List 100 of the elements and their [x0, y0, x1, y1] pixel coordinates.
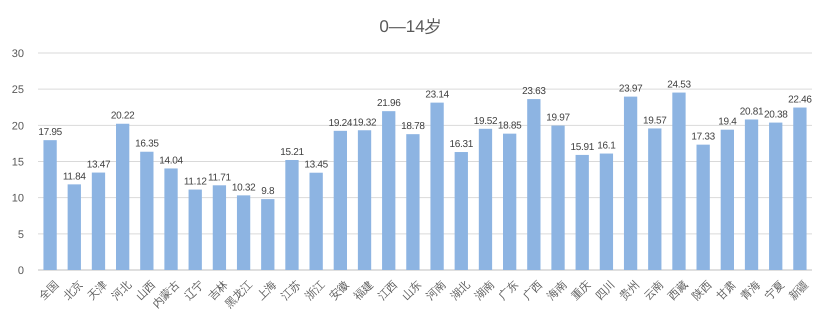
x-tick-label: 青海: [738, 278, 763, 303]
y-tick-label: 10: [12, 192, 24, 205]
bar: [285, 160, 299, 270]
data-label: 13.47: [86, 160, 111, 171]
x-tick-label: 宁夏: [762, 278, 787, 303]
bar: [527, 99, 540, 270]
bar: [648, 128, 662, 270]
y-tick-label: 25: [12, 84, 24, 96]
x-tick-label: 浙江: [302, 278, 328, 303]
x-tick-label: 安徽: [326, 278, 352, 303]
bar: [672, 92, 686, 270]
x-tick-label: 河南: [424, 278, 448, 303]
x-tick-label: 陕西: [690, 278, 714, 303]
bar: [382, 111, 396, 270]
x-tick-label: 广西: [520, 278, 546, 303]
data-label: 11.71: [208, 172, 232, 184]
x-tick-label: 新疆: [786, 278, 812, 303]
data-label: 11.12: [184, 176, 208, 188]
x-tick-label: 北京: [60, 278, 86, 303]
bar: [188, 190, 202, 270]
x-tick-label: 广东: [496, 278, 521, 303]
x-tick-label: 江西: [376, 278, 400, 303]
data-label: 10.32: [232, 182, 256, 194]
bar: [696, 144, 710, 270]
data-label: 18.78: [401, 121, 426, 132]
bar: [236, 195, 250, 270]
data-label: 18.85: [498, 120, 522, 132]
x-tick-label: 河北: [109, 278, 134, 303]
bar: [744, 119, 758, 270]
bar: [212, 185, 226, 270]
bar: [140, 152, 154, 270]
bar: [769, 122, 782, 270]
data-label: 19.24: [328, 118, 353, 129]
data-label: 16.35: [135, 138, 160, 150]
y-tick-label: 20: [12, 120, 24, 132]
chart-title: 0—14岁: [379, 17, 442, 36]
data-label: 23.14: [425, 90, 450, 101]
data-label: 14.04: [159, 155, 184, 166]
x-tick-label: 天津: [84, 278, 110, 303]
bar: [600, 154, 614, 270]
data-label: 23.97: [618, 84, 644, 95]
data-label: 21.96: [376, 98, 402, 110]
x-tick-label: 贵州: [617, 278, 642, 303]
x-tick-label: 湖南: [472, 278, 497, 303]
x-tick-label: 福建: [350, 278, 376, 303]
bar: [576, 154, 589, 270]
data-label: 9.8: [261, 186, 276, 198]
bar: [92, 172, 106, 270]
data-label: 15.21: [280, 146, 304, 158]
y-tick-label: 0: [18, 265, 24, 277]
x-tick-label: 江苏: [278, 278, 304, 303]
data-label: 22.46: [788, 94, 812, 106]
data-label: 20.38: [764, 110, 788, 121]
x-tick-label: 山东: [399, 278, 424, 303]
bar: [406, 134, 420, 270]
bar: [310, 172, 323, 270]
data-label: 17.95: [38, 127, 63, 138]
bar: [454, 152, 468, 270]
bar: [164, 168, 178, 270]
x-tick-label: 西藏: [665, 278, 690, 303]
data-label: 16.1: [597, 140, 616, 152]
data-label: 17.33: [691, 132, 716, 143]
y-tick-label: 30: [12, 48, 24, 60]
x-tick-label: 全国: [37, 278, 62, 303]
x-tick-label: 辽宁: [182, 278, 206, 303]
x-tick-label: 上海: [254, 278, 279, 303]
x-tick-label: 甘肃: [714, 278, 739, 303]
bar: [261, 199, 274, 270]
x-tick-label: 云南: [641, 278, 666, 303]
y-tick-label: 5: [18, 228, 24, 241]
data-label: 23.63: [522, 86, 546, 98]
data-label: 19.52: [474, 116, 498, 127]
data-label: 11.84: [62, 171, 86, 182]
x-tick-label: 四川: [592, 278, 618, 303]
bar: [43, 140, 57, 270]
y-tick-label: 15: [12, 156, 24, 168]
bar: [358, 130, 372, 270]
data-label: 19.32: [352, 117, 378, 128]
data-label: 20.22: [110, 110, 136, 122]
bar: [430, 102, 444, 270]
bar: [624, 96, 638, 270]
bar: [478, 128, 492, 270]
data-label: 15.91: [570, 142, 595, 153]
bar: [503, 134, 516, 270]
data-label: 19.97: [546, 112, 571, 124]
data-label: 16.31: [450, 139, 474, 150]
data-label: 20.81: [740, 106, 764, 118]
bar: [720, 130, 734, 270]
bar: [551, 126, 565, 270]
bar: [68, 184, 81, 270]
x-tick-label: 海南: [544, 278, 570, 303]
data-label: 19.4: [718, 116, 738, 128]
bar: [334, 130, 347, 270]
x-tick-label: 重庆: [568, 278, 594, 303]
bar: [793, 108, 807, 270]
data-label: 19.57: [643, 115, 668, 126]
data-label: 13.45: [304, 160, 329, 171]
data-label: 24.53: [667, 80, 692, 91]
bar: [116, 124, 130, 270]
x-tick-label: 湖北: [448, 278, 472, 303]
